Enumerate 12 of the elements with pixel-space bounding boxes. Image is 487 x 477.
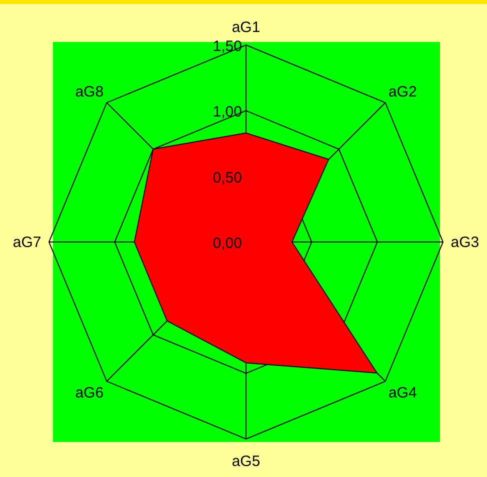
spoke-label: aG8: [75, 84, 104, 101]
spoke-label: aG7: [12, 234, 42, 251]
y-tick-label: 1,50: [212, 38, 242, 55]
y-tick-label: 1,00: [212, 104, 242, 121]
spoke-label: aG6: [75, 384, 104, 402]
y-tick-label: 0,00: [212, 235, 242, 252]
y-tick-label: 0,50: [212, 169, 242, 186]
spoke-label: aG3: [450, 234, 480, 251]
spoke-label: aG4: [388, 384, 417, 402]
spoke-label: aG1: [232, 19, 260, 36]
spoke-label: aG2: [388, 84, 417, 101]
spoke-label: aG5: [232, 452, 260, 470]
